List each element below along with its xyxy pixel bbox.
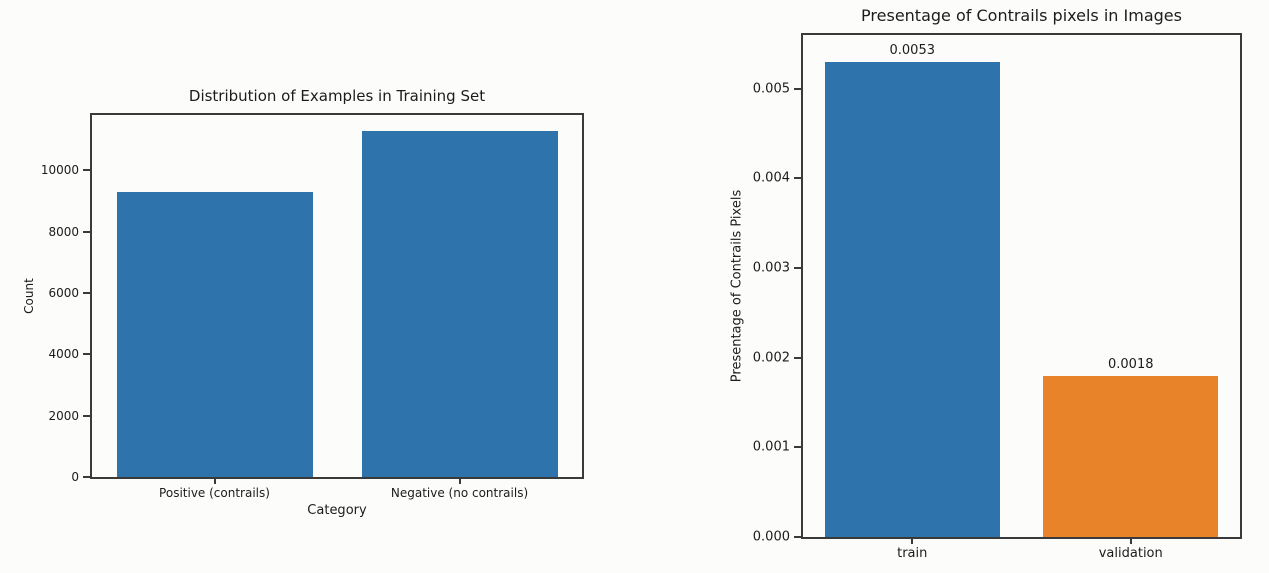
plot-area: 0 2000 4000 6000 8000 10000 Positive (contrail…	[41, 113, 584, 500]
plot-area: 0.000 0.001 0.002 0.003 0.004 0.005 train 0.005…	[753, 33, 1242, 561]
x-tick-mark	[213, 477, 216, 484]
y-tick-mark	[794, 87, 801, 90]
x-tick-mark	[1129, 537, 1132, 544]
bar	[1043, 375, 1219, 537]
y-tick-mark	[83, 476, 90, 478]
bar	[361, 130, 558, 477]
x-tick-label: validation	[1098, 546, 1163, 561]
y-tick-mark	[794, 177, 801, 180]
y-axis-label: Presentage of Contrails Pixels	[729, 189, 745, 383]
y-axis-label: Count	[22, 278, 36, 314]
y-tick-mark	[794, 536, 801, 538]
y-tick-label: 0.002	[752, 350, 790, 366]
x-tick-label: Positive (contrails)	[159, 486, 270, 500]
y-tick-label: 0.001	[752, 439, 790, 455]
y-tick-mark	[83, 414, 90, 417]
bar-value-label: 0.0018	[1108, 356, 1154, 372]
y-tick-label: 4000	[48, 347, 79, 362]
y-tick-label: 10000	[40, 163, 79, 178]
bar-value-label: 0.0053	[889, 42, 936, 58]
bar	[116, 192, 313, 477]
y-tick-mark	[83, 291, 90, 294]
x-axis-label: Category	[307, 503, 367, 518]
y-tick-label: 0.000	[752, 529, 790, 545]
y-tick-mark	[794, 446, 801, 449]
y-tick-label: 6000	[48, 285, 79, 300]
x-tick-mark	[911, 537, 914, 544]
y-tick-label: 8000	[48, 224, 79, 239]
y-tick-mark	[83, 353, 90, 356]
y-tick-label: 0.004	[752, 170, 790, 186]
y-tick-label: 0	[71, 470, 79, 484]
x-tick-mark	[458, 477, 461, 484]
y-tick-mark	[83, 230, 90, 233]
y-tick-label: 0.003	[752, 260, 790, 276]
y-tick-mark	[794, 356, 801, 359]
x-tick-label: Negative (no contrails)	[390, 486, 529, 500]
y-tick-mark	[794, 267, 801, 270]
chart-title: Presentage of Contrails pixels in Images	[861, 6, 1182, 25]
x-tick-label: train	[897, 546, 928, 561]
bar	[824, 61, 1000, 537]
y-tick-label: 2000	[48, 408, 79, 423]
chart-title: Distribution of Examples in Training Set	[188, 87, 486, 105]
y-tick-mark	[83, 169, 90, 172]
y-tick-label: 0.005	[752, 81, 790, 97]
